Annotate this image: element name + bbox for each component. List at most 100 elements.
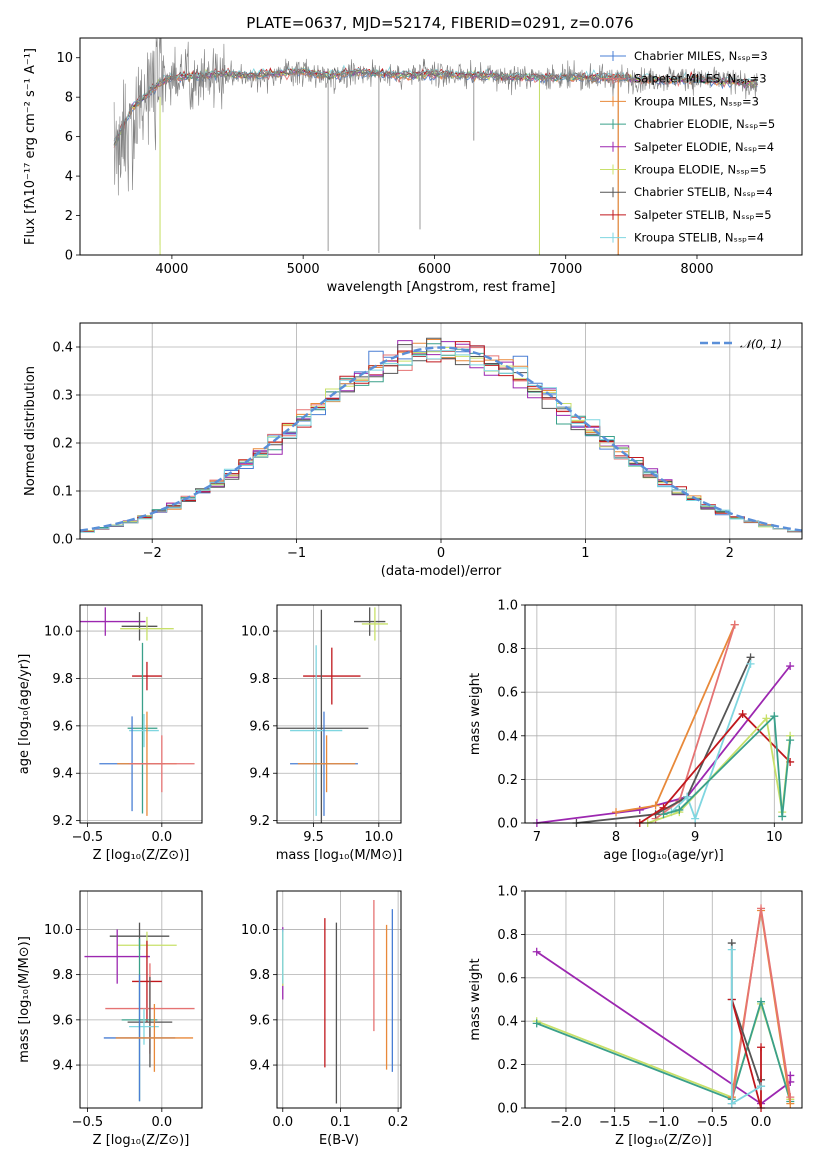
x-tick-label: −1.5 xyxy=(599,1115,631,1130)
y-tick-label: 9.4 xyxy=(52,1059,73,1074)
x-tick-label: −2.0 xyxy=(550,1115,582,1130)
weight-marker xyxy=(757,997,766,1006)
weight-line xyxy=(536,665,791,824)
x-tick-label: 10.0 xyxy=(364,830,393,845)
x-tick-label: 7 xyxy=(533,830,541,845)
y-tick-label: 0.4 xyxy=(52,341,73,356)
y-tick-label: 8 xyxy=(65,91,73,106)
x-tick-label: 7000 xyxy=(549,262,582,277)
weight-marker xyxy=(730,620,739,629)
x-tick-label: 4000 xyxy=(155,262,188,277)
axes-frame xyxy=(276,890,402,1109)
y-axis-label: mass weight xyxy=(468,673,483,755)
x-tick-label: 8 xyxy=(612,830,620,845)
x-axis-label: Z [log₁₀(Z/Z⊙)] xyxy=(93,848,190,863)
x-tick-label: 5000 xyxy=(287,262,320,277)
mass-vs-ebv-panel: 0.0 0.1 0.2 9.4 9.6 9.8 10.0 E(B-V) xyxy=(241,890,409,1148)
weight-marker xyxy=(683,792,692,801)
y-tick-label: 9.8 xyxy=(52,672,73,687)
weight-marker xyxy=(635,805,644,814)
weight-marker xyxy=(757,1043,766,1052)
spectrum-panel: 4000 5000 6000 7000 8000 0 2 4 6 8 10 wavelength [A… xyxy=(23,37,803,295)
y-tick-label: 9.4 xyxy=(249,767,270,782)
y-tick-label: 9.4 xyxy=(249,1059,270,1074)
axes-frame xyxy=(79,37,803,256)
legend-entry: Kroupa ELODIE, Nₛₛₚ=5 xyxy=(634,163,767,177)
weight-marker xyxy=(651,801,660,810)
y-tick-label: 0.4 xyxy=(497,729,518,744)
y-tick-label: 9.2 xyxy=(249,814,270,829)
y-tick-label: 0.6 xyxy=(497,686,518,701)
weight-marker xyxy=(757,904,766,913)
weight-marker xyxy=(612,808,621,817)
y-axis-label: Flux [fλ10⁻¹⁷ erg cm⁻² s⁻¹ A⁻¹] xyxy=(23,48,38,245)
y-tick-label: 10 xyxy=(56,51,73,66)
weight-marker xyxy=(762,714,771,723)
gaussian-curve xyxy=(79,346,803,532)
y-tick-label: 9.2 xyxy=(52,814,73,829)
x-tick-label: 0.0 xyxy=(751,1115,772,1130)
weight-marker xyxy=(675,805,684,814)
weight-line xyxy=(615,624,736,813)
y-axis-label: mass [log₁₀(M/M⊙)] xyxy=(17,936,32,1063)
y-axis-label: Normed distribution xyxy=(23,366,38,496)
y-tick-label: 9.6 xyxy=(249,719,270,734)
y-tick-label: 0 xyxy=(65,249,73,264)
y-tick-label: 0.8 xyxy=(497,928,518,943)
weight-marker xyxy=(727,945,736,954)
y-tick-label: 10.0 xyxy=(241,923,270,938)
weight-marker xyxy=(757,1082,766,1091)
weight-line xyxy=(670,663,752,822)
legend-entry: Salpeter MILES, Nₛₛₚ=3 xyxy=(634,72,767,86)
y-tick-label: 0.0 xyxy=(52,533,73,548)
x-axis-label: Z [log₁₀(Z/Z⊙)] xyxy=(93,1133,190,1148)
x-tick-label: 2 xyxy=(726,546,734,561)
weight-marker xyxy=(786,662,795,671)
x-axis-label: wavelength [Angstrom, rest frame] xyxy=(327,280,556,295)
y-tick-label: 9.8 xyxy=(249,968,270,983)
weight-marker xyxy=(786,1093,795,1102)
age-vs-mass-panel: 9.5 10.0 9.2 9.4 9.6 9.8 10.0 mass [log₁₀(M/M⊙)… xyxy=(241,604,402,863)
weight-marker xyxy=(532,947,541,956)
y-tick-label: 10.0 xyxy=(44,923,73,938)
x-tick-label: 9 xyxy=(691,830,699,845)
weight-marker xyxy=(770,712,779,721)
y-tick-label: 0.0 xyxy=(497,817,518,832)
y-tick-label: 1.0 xyxy=(497,599,518,614)
y-tick-label: 9.8 xyxy=(249,672,270,687)
weight-marker xyxy=(738,710,747,718)
legend-entry: Chabrier MILES, Nₛₛₚ=3 xyxy=(634,49,768,63)
y-tick-label: 4 xyxy=(65,170,73,185)
x-tick-label: 6000 xyxy=(418,262,451,277)
x-axis-label: (data-model)/error xyxy=(381,564,502,579)
y-tick-label: 0.6 xyxy=(497,971,518,986)
weight-marker xyxy=(691,814,700,823)
y-tick-label: 10.0 xyxy=(241,625,270,640)
legend-entry: Salpeter STELIB, Nₛₛₚ=5 xyxy=(634,208,772,222)
legend-entry: Chabrier STELIB, Nₛₛₚ=4 xyxy=(634,185,773,199)
x-tick-label: 0 xyxy=(437,546,445,561)
x-tick-label: 1 xyxy=(581,546,589,561)
x-tick-label: −0.5 xyxy=(72,830,104,845)
axes-frame xyxy=(79,322,803,540)
age-vs-z-panel: −0.5 0.0 9.2 9.4 9.6 9.8 10.0 Z [log₁₀(Z/Z⊙)] ag… xyxy=(17,604,203,863)
legend-entry: Kroupa MILES, Nₛₛₚ=3 xyxy=(634,94,759,108)
legend-entry: 𝒩(0, 1) xyxy=(740,337,782,351)
y-tick-label: 0.2 xyxy=(497,773,518,788)
y-tick-label: 6 xyxy=(65,130,73,145)
weight-marker xyxy=(532,1019,541,1028)
y-tick-label: 10.0 xyxy=(44,625,73,640)
x-tick-label: 0.2 xyxy=(388,1115,409,1130)
x-tick-label: −0.5 xyxy=(72,1115,104,1130)
axes-frame xyxy=(79,890,203,1109)
y-tick-label: 9.6 xyxy=(52,719,73,734)
y-tick-label: 0.2 xyxy=(497,1058,518,1073)
y-tick-label: 9.4 xyxy=(52,767,73,782)
legend-entry: Kroupa STELIB, Nₛₛₚ=4 xyxy=(634,231,764,245)
mass-weight-vs-z-panel: −2.0 −1.5 −1.0 −0.5 0.0 0.0 0.2 0.4 0.6 0.8 1.0 Z [… xyxy=(468,885,803,1148)
mass-vs-z-panel: −0.5 0.0 9.4 9.6 9.8 10.0 Z [log₁₀(Z/Z⊙)] mass … xyxy=(17,890,203,1148)
figure-title: PLATE=0637, MJD=52174, FIBERID=0291, z=0… xyxy=(246,14,633,32)
y-tick-label: 0.8 xyxy=(497,642,518,657)
mass-weight-vs-age-panel: 7 8 9 10 0.0 0.2 0.4 0.6 0.8 1.0 age [log₁₀(age/yr… xyxy=(468,599,803,863)
